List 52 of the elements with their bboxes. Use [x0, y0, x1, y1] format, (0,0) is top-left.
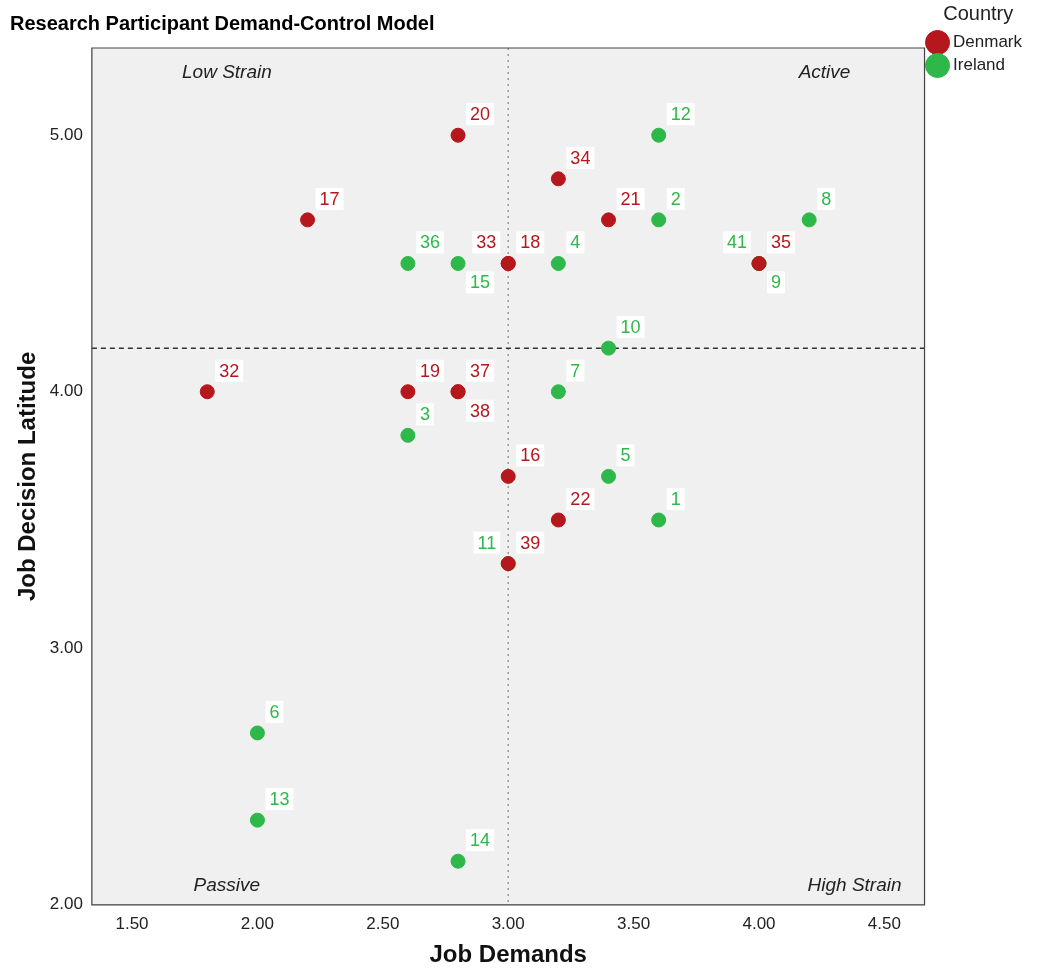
annotation: 13: [269, 789, 290, 810]
annotation: 10: [620, 317, 641, 338]
annotation: 2: [670, 188, 681, 209]
annotation: Active: [797, 61, 851, 82]
annotation: 14: [470, 830, 491, 851]
annotation: 36: [419, 232, 440, 253]
annotation: 1: [670, 488, 681, 509]
x-tick-label: 2.00: [240, 913, 274, 933]
y-tick-label: 2.00: [49, 894, 83, 914]
y-tick-label: 3.00: [49, 637, 83, 657]
annotation: 19: [419, 360, 440, 381]
annotation: 37: [470, 360, 491, 381]
annotation: 11: [477, 532, 497, 553]
legend-label: Ireland: [953, 55, 1006, 75]
annotation: 7: [570, 360, 581, 381]
annotation: 9: [771, 272, 782, 293]
annotation: 3: [419, 404, 430, 425]
annotation: 8: [821, 188, 832, 209]
y-tick-label: 5.00: [49, 124, 83, 144]
annotation: 33: [476, 232, 497, 253]
legend-title: Country: [943, 1, 1014, 24]
annotation: 21: [620, 188, 641, 209]
annotation: 15: [470, 272, 491, 293]
x-axis-title: Job Demands: [429, 940, 587, 968]
annotation: 4: [570, 232, 581, 253]
annotation: Passive: [193, 873, 261, 895]
annotation: High Strain: [807, 873, 902, 895]
y-tick-label: 4.00: [49, 381, 83, 401]
x-tick-label: 2.50: [366, 913, 400, 933]
annotation: 20: [470, 104, 491, 125]
annotation: 39: [520, 532, 541, 553]
annotation: 6: [269, 701, 280, 722]
x-tick-label: 1.50: [115, 913, 149, 933]
annotation: 22: [570, 488, 591, 509]
annotation: 5: [620, 445, 631, 466]
annotation: 38: [470, 400, 491, 421]
annotation: 17: [319, 188, 340, 209]
legend-label: Denmark: [953, 32, 1023, 52]
annotation: Low Strain: [182, 61, 272, 82]
x-tick-label: 4.50: [867, 913, 901, 933]
x-tick-label: 3.00: [491, 913, 525, 933]
chart-title: Research Participant Demand-Control Model: [10, 11, 435, 34]
x-tick-label: 4.00: [742, 913, 776, 933]
annotation: 34: [570, 147, 591, 168]
annotation: 18: [520, 232, 541, 253]
annotation: 41: [726, 232, 748, 253]
annotation: 12: [670, 104, 691, 125]
y-axis-title: Job Decision Latitude: [13, 351, 41, 602]
annotation: 35: [771, 232, 792, 253]
annotation: 32: [219, 360, 240, 381]
annotation: 16: [520, 445, 541, 466]
x-tick-label: 3.50: [617, 913, 651, 933]
